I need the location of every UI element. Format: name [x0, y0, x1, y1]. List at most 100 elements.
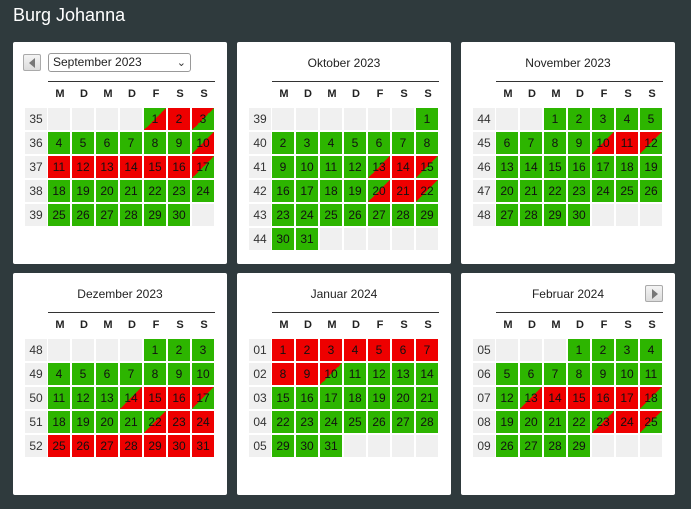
day-cell-available[interactable]: 30: [272, 228, 294, 250]
day-cell-available[interactable]: 1: [144, 339, 166, 361]
day-cell-available[interactable]: 27: [368, 204, 390, 226]
day-cell-available[interactable]: 3: [296, 132, 318, 154]
day-cell-available[interactable]: 21: [544, 411, 566, 433]
day-cell-available[interactable]: 20: [392, 387, 414, 409]
day-cell-available[interactable]: 26: [72, 204, 94, 226]
day-cell-available[interactable]: 31: [320, 435, 342, 457]
day-cell-available[interactable]: 7: [120, 132, 142, 154]
day-cell-available[interactable]: 18: [616, 156, 638, 178]
day-cell-booked[interactable]: 30: [168, 435, 190, 457]
day-cell-checkin[interactable]: 20: [368, 180, 390, 202]
day-cell-available[interactable]: 18: [320, 180, 342, 202]
day-cell-available[interactable]: 23: [168, 180, 190, 202]
day-cell-available[interactable]: 30: [296, 435, 318, 457]
day-cell-available[interactable]: 2: [592, 339, 614, 361]
day-cell-booked[interactable]: 9: [296, 363, 318, 385]
day-cell-available[interactable]: 21: [520, 180, 542, 202]
day-cell-available[interactable]: 14: [416, 363, 438, 385]
day-cell-available[interactable]: 15: [544, 156, 566, 178]
day-cell-booked[interactable]: 17: [616, 387, 638, 409]
day-cell-available[interactable]: 20: [496, 180, 518, 202]
day-cell-booked[interactable]: 14: [544, 387, 566, 409]
day-cell-checkout[interactable]: 17: [192, 387, 214, 409]
day-cell-available[interactable]: 2: [568, 108, 590, 130]
day-cell-booked[interactable]: 16: [168, 156, 190, 178]
day-cell-available[interactable]: 20: [96, 411, 118, 433]
day-cell-booked[interactable]: 24: [616, 411, 638, 433]
day-cell-booked[interactable]: 1: [272, 339, 294, 361]
day-cell-available[interactable]: 25: [616, 180, 638, 202]
day-cell-available[interactable]: 17: [320, 387, 342, 409]
day-cell-booked[interactable]: 27: [96, 435, 118, 457]
day-cell-available[interactable]: 1: [416, 108, 438, 130]
day-cell-available[interactable]: 4: [48, 132, 70, 154]
day-cell-available[interactable]: 26: [496, 435, 518, 457]
day-cell-available[interactable]: 25: [320, 204, 342, 226]
day-cell-booked[interactable]: 11: [48, 156, 70, 178]
day-cell-checkout[interactable]: 17: [192, 156, 214, 178]
day-cell-available[interactable]: 6: [96, 132, 118, 154]
day-cell-available[interactable]: 12: [344, 156, 366, 178]
day-cell-booked[interactable]: 14: [120, 156, 142, 178]
day-cell-checkin[interactable]: 14: [120, 387, 142, 409]
day-cell-available[interactable]: 11: [344, 363, 366, 385]
day-cell-available[interactable]: 25: [48, 204, 70, 226]
day-cell-booked[interactable]: 29: [144, 435, 166, 457]
day-cell-checkin[interactable]: 1: [144, 108, 166, 130]
day-cell-checkout[interactable]: 12: [640, 132, 662, 154]
day-cell-available[interactable]: 24: [296, 204, 318, 226]
day-cell-available[interactable]: 9: [168, 132, 190, 154]
day-cell-available[interactable]: 14: [520, 156, 542, 178]
day-cell-available[interactable]: 19: [72, 180, 94, 202]
day-cell-available[interactable]: 26: [368, 411, 390, 433]
day-cell-available[interactable]: 8: [416, 132, 438, 154]
day-cell-checkin[interactable]: 13: [520, 387, 542, 409]
day-cell-booked[interactable]: 25: [48, 435, 70, 457]
day-cell-available[interactable]: 7: [120, 363, 142, 385]
day-cell-booked[interactable]: 11: [616, 132, 638, 154]
day-cell-available[interactable]: 17: [296, 180, 318, 202]
day-cell-available[interactable]: 13: [96, 387, 118, 409]
day-cell-available[interactable]: 24: [592, 180, 614, 202]
day-cell-available[interactable]: 27: [96, 204, 118, 226]
day-cell-available[interactable]: 11: [48, 387, 70, 409]
day-cell-available[interactable]: 16: [296, 387, 318, 409]
day-cell-available[interactable]: 28: [520, 204, 542, 226]
day-cell-available[interactable]: 22: [144, 180, 166, 202]
day-cell-available[interactable]: 4: [616, 108, 638, 130]
day-cell-checkin[interactable]: 22: [144, 411, 166, 433]
day-cell-available[interactable]: 1: [568, 339, 590, 361]
day-cell-available[interactable]: 19: [496, 411, 518, 433]
day-cell-checkin[interactable]: 10: [192, 132, 214, 154]
day-cell-available[interactable]: 6: [496, 132, 518, 154]
day-cell-available[interactable]: 20: [520, 411, 542, 433]
day-cell-available[interactable]: 19: [640, 156, 662, 178]
day-cell-available[interactable]: 6: [520, 363, 542, 385]
day-cell-available[interactable]: 8: [144, 363, 166, 385]
day-cell-available[interactable]: 19: [72, 411, 94, 433]
day-cell-booked[interactable]: 14: [392, 156, 414, 178]
day-cell-available[interactable]: 16: [568, 156, 590, 178]
day-cell-available[interactable]: 7: [392, 132, 414, 154]
day-cell-available[interactable]: 25: [344, 411, 366, 433]
day-cell-available[interactable]: 27: [496, 204, 518, 226]
day-cell-available[interactable]: 21: [120, 180, 142, 202]
day-cell-available[interactable]: 22: [568, 411, 590, 433]
day-cell-available[interactable]: 18: [48, 180, 70, 202]
day-cell-booked[interactable]: 4: [344, 339, 366, 361]
day-cell-available[interactable]: 26: [640, 180, 662, 202]
day-cell-available[interactable]: 16: [272, 180, 294, 202]
day-cell-booked[interactable]: 2: [168, 108, 190, 130]
day-cell-available[interactable]: 10: [616, 363, 638, 385]
day-cell-available[interactable]: 3: [192, 339, 214, 361]
day-cell-available[interactable]: 13: [392, 363, 414, 385]
day-cell-available[interactable]: 21: [120, 411, 142, 433]
day-cell-available[interactable]: 9: [168, 363, 190, 385]
day-cell-available[interactable]: 27: [520, 435, 542, 457]
previous-month-button[interactable]: [23, 54, 41, 71]
day-cell-available[interactable]: 11: [320, 156, 342, 178]
day-cell-available[interactable]: 2: [168, 339, 190, 361]
day-cell-available[interactable]: 6: [96, 363, 118, 385]
day-cell-booked[interactable]: 26: [72, 435, 94, 457]
day-cell-booked[interactable]: 16: [168, 387, 190, 409]
